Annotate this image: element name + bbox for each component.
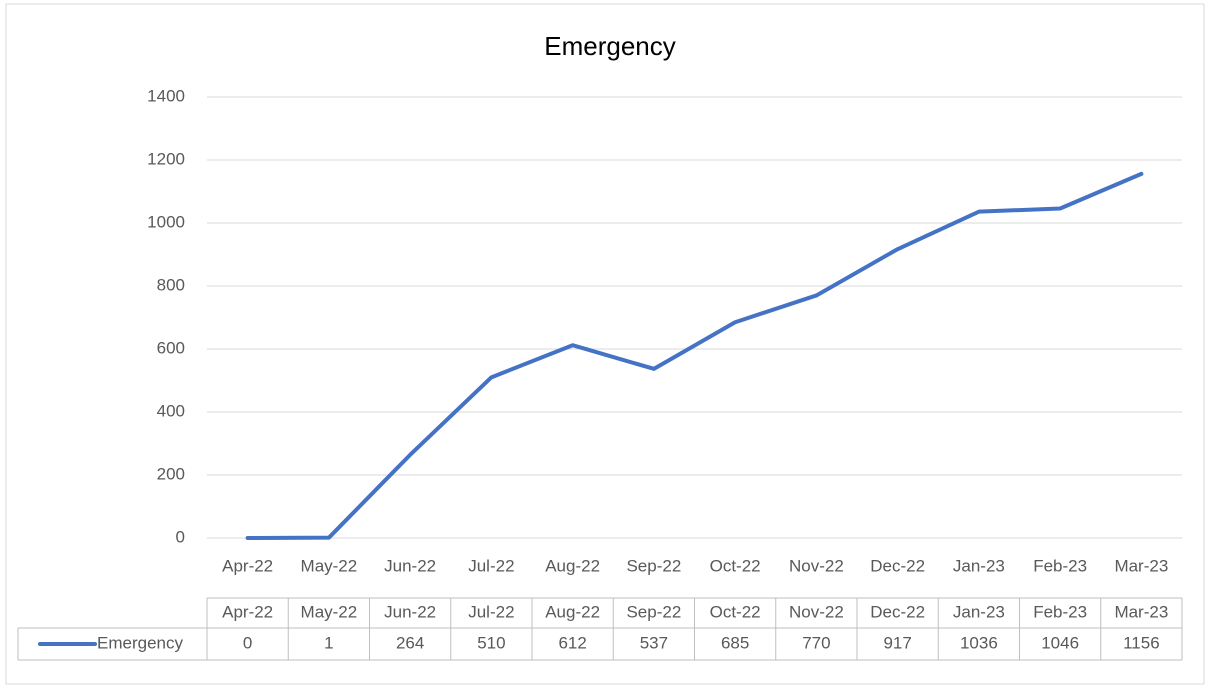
x-tick-label: Jun-22 — [384, 556, 436, 575]
table-header: Nov-22 — [789, 602, 844, 621]
table-value: 612 — [558, 633, 586, 652]
y-tick-label: 0 — [176, 527, 185, 546]
table-value: 264 — [396, 633, 424, 652]
table-header: May-22 — [301, 602, 358, 621]
y-tick-label: 1400 — [147, 86, 185, 105]
chart-frame — [5, 3, 1205, 685]
table-value: 1046 — [1041, 633, 1079, 652]
x-tick-label: Nov-22 — [789, 556, 844, 575]
x-tick-label: Jul-22 — [468, 556, 514, 575]
x-tick-label: May-22 — [301, 556, 358, 575]
x-tick-label: Feb-23 — [1033, 556, 1087, 575]
x-tick-label: Oct-22 — [710, 556, 761, 575]
y-tick-label: 200 — [157, 464, 185, 483]
table-value: 510 — [477, 633, 505, 652]
table-header: Aug-22 — [545, 602, 600, 621]
x-tick-label: Jan-23 — [953, 556, 1005, 575]
table-value: 770 — [802, 633, 830, 652]
y-tick-label: 600 — [157, 338, 185, 357]
y-tick-label: 400 — [157, 401, 185, 420]
x-tick-label: Dec-22 — [870, 556, 925, 575]
table-header: Dec-22 — [870, 602, 925, 621]
series-line — [245, 171, 1144, 540]
table-header: Apr-22 — [222, 602, 273, 621]
y-tick-label: 1200 — [147, 149, 185, 168]
table-header: Oct-22 — [710, 602, 761, 621]
chart-title: Emergency — [544, 31, 676, 61]
table-value: 1036 — [960, 633, 998, 652]
table-header: Jun-22 — [384, 602, 436, 621]
table-header: Feb-23 — [1033, 602, 1087, 621]
x-tick-label: Aug-22 — [545, 556, 600, 575]
table-header: Jul-22 — [468, 602, 514, 621]
table-header: Sep-22 — [626, 602, 681, 621]
table-value: 537 — [640, 633, 668, 652]
x-tick-label: Apr-22 — [222, 556, 273, 575]
table-value: 685 — [721, 633, 749, 652]
y-tick-label: 800 — [157, 275, 185, 294]
y-tick-label: 1000 — [147, 212, 185, 231]
table-value: 1 — [324, 633, 333, 652]
x-tick-label: Sep-22 — [626, 556, 681, 575]
legend-label: Emergency — [97, 633, 183, 652]
table-header: Jan-23 — [953, 602, 1005, 621]
x-tick-label: Mar-23 — [1114, 556, 1168, 575]
table-value: 1156 — [1123, 633, 1160, 652]
table-value: 0 — [243, 633, 252, 652]
table-value: 917 — [883, 633, 911, 652]
table-header: Mar-23 — [1114, 602, 1168, 621]
